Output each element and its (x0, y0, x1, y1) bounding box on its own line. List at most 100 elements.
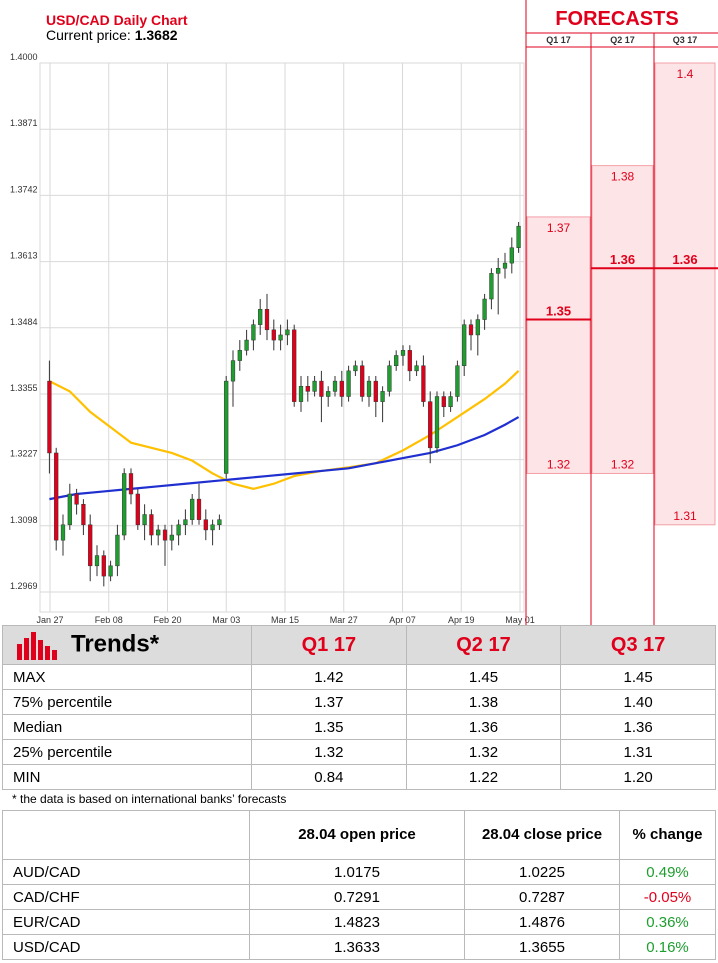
candle-body (428, 401, 433, 449)
candle-body (88, 524, 93, 567)
candle-body (462, 324, 467, 366)
trends-row: MAX 1.42 1.45 1.45 (2, 664, 716, 690)
forecast-bottom-label: 1.31 (673, 509, 697, 523)
candle-body (516, 225, 521, 248)
candle-body (217, 519, 222, 526)
usd-cad-chart: 1.4000 1.3871 1.3742 1.3613 1.3484 1.3355 1.32… (10, 0, 718, 625)
fx-change: -0.05% (619, 884, 716, 910)
candle-body (305, 385, 310, 392)
trends-cell: 1.42 (251, 664, 407, 690)
forecast-range-box (591, 165, 654, 474)
y-tick-label: 1.3227 (10, 449, 38, 459)
fx-header-change: % change (619, 810, 716, 860)
trends-row: Median 1.35 1.36 1.36 (2, 714, 716, 740)
forecast-top-label: 1.38 (611, 170, 635, 184)
x-tick-label: Feb 08 (95, 615, 123, 625)
candle-body (244, 339, 249, 351)
candles (47, 222, 521, 587)
fx-open: 1.0175 (249, 859, 465, 885)
fx-table: 28.04 open price 28.04 close price % cha… (2, 810, 716, 960)
candle-body (74, 493, 79, 505)
candle-body (190, 498, 195, 520)
candle-body (455, 365, 460, 397)
forecast-panel: FORECASTS Q1 17 1.37 1.32 Q2 17 1.38 1.32 Q3 17… (525, 0, 718, 625)
candle-body (115, 534, 120, 567)
fx-pair: AUD/CAD (2, 859, 250, 885)
trends-cell: 1.20 (560, 764, 716, 790)
candle-body (394, 355, 399, 366)
y-tick-label: 1.3355 (10, 383, 38, 393)
forecast-col-label: Q2 17 (610, 35, 635, 45)
candle-body (448, 396, 453, 408)
trends-table: Trends* Q1 17 Q2 17 Q3 17 MAX 1.42 1.45 1.4… (2, 625, 716, 790)
x-tick-label: Mar 27 (330, 615, 358, 625)
trends-col-q3: Q3 17 (560, 625, 716, 665)
fx-header-open: 28.04 open price (249, 810, 465, 860)
candle-body (210, 524, 215, 531)
trends-row-label: 25% percentile (2, 739, 252, 765)
candle-body (441, 396, 446, 408)
ma-line (48, 370, 520, 491)
candle-body (346, 370, 351, 397)
trends-cell: 1.36 (560, 714, 716, 740)
candle-body (122, 473, 127, 536)
fx-header-empty (2, 810, 250, 860)
trends-title: Trends* (71, 630, 160, 658)
fx-change: 0.49% (619, 859, 716, 885)
candle-body (373, 380, 378, 402)
candle-body (400, 350, 406, 356)
fx-change: 0.36% (619, 909, 716, 935)
trends-row-label: 75% percentile (2, 689, 252, 715)
candle-body (47, 380, 52, 454)
fx-row: EUR/CAD 1.4823 1.4876 0.36% (2, 909, 716, 935)
trends-footnote: * the data is based on international ban… (12, 792, 287, 806)
candle-body (94, 555, 100, 567)
candle-body (468, 324, 474, 336)
trends-cell: 1.45 (560, 664, 716, 690)
candle-body (162, 529, 168, 541)
candle-body (135, 493, 140, 526)
y-tick-label: 1.4000 (10, 52, 38, 62)
forecast-bottom-label: 1.32 (611, 457, 635, 471)
forecast-col-label: Q3 17 (673, 35, 698, 45)
candle-body (224, 380, 229, 474)
candle-body (54, 452, 59, 541)
y-tick-label: 1.3742 (10, 184, 38, 194)
candle-body (414, 365, 419, 372)
trends-row: MIN 0.84 1.22 1.20 (2, 764, 716, 790)
current-price: Current price: 1.3682 (46, 27, 178, 43)
candle-body (319, 380, 324, 397)
fx-open: 0.7291 (249, 884, 465, 910)
candle-body (496, 267, 501, 274)
candle-body (326, 391, 331, 397)
forecast-range-box (526, 216, 591, 474)
trends-row-label: MAX (2, 664, 252, 690)
trends-cell: 1.32 (405, 739, 562, 765)
candle-body (203, 519, 208, 531)
plot-frame (39, 62, 525, 613)
bar-chart-logo-icon (17, 632, 57, 660)
candle-body (387, 365, 392, 392)
fx-row: AUD/CAD 1.0175 1.0225 0.49% (2, 859, 716, 885)
candle-body (360, 365, 365, 397)
trends-cell: 1.36 (405, 714, 562, 740)
candle-body (366, 380, 372, 397)
candle-body (339, 380, 344, 397)
trends-cell: 1.31 (560, 739, 716, 765)
x-tick-label: Mar 15 (271, 615, 299, 625)
candle-body (332, 380, 338, 392)
candle-body (407, 350, 412, 372)
candle-body (475, 319, 480, 336)
candle-body (237, 350, 242, 361)
candle-body (60, 524, 66, 541)
y-tick-label: 1.3098 (10, 515, 38, 525)
trends-row-label: Median (2, 714, 252, 740)
trends-row: 75% percentile 1.37 1.38 1.40 (2, 689, 716, 715)
forecasts-title: FORECASTS (555, 8, 678, 30)
trends-cell: 1.22 (405, 764, 562, 790)
candle-body (278, 334, 283, 341)
candle-body (128, 473, 134, 495)
x-tick-label: Feb 20 (153, 615, 181, 625)
chart-title: USD/CAD Daily Chart (46, 12, 188, 28)
fx-pair: CAD/CHF (2, 884, 250, 910)
